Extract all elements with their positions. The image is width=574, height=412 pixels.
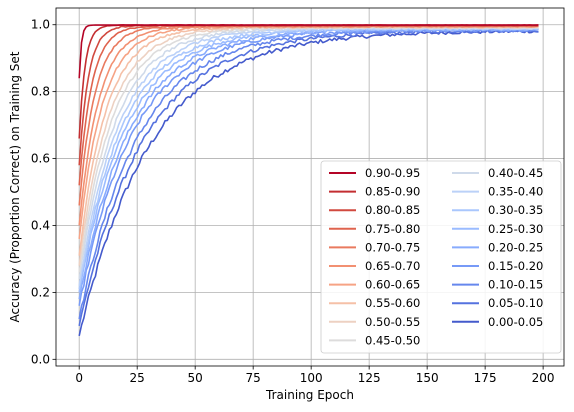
legend-label: 0.45-0.50	[365, 333, 420, 347]
series-line-0.80-0.85	[78, 24, 539, 166]
x-tick-label: 200	[532, 371, 555, 385]
x-tick-label: 0	[75, 371, 83, 385]
legend-label: 0.75-0.80	[365, 222, 420, 236]
legend-box	[320, 160, 562, 354]
y-tick-label: 1.0	[31, 18, 50, 32]
x-tick-label: 50	[188, 371, 203, 385]
y-tick-label: 0.8	[31, 85, 50, 99]
x-tick-label: 100	[300, 371, 323, 385]
y-tick-label: 0.0	[31, 352, 50, 366]
x-axis-ticks: 0 25 50 75 100 125 150 175 200	[75, 366, 555, 385]
x-tick-label: 75	[246, 371, 261, 385]
legend-label: 0.60-0.65	[365, 278, 420, 292]
legend-label: 0.15-0.20	[488, 259, 543, 273]
y-tick-label: 0.4	[31, 218, 50, 232]
x-tick-label: 150	[416, 371, 439, 385]
legend-label: 0.00-0.05	[488, 315, 543, 329]
legend-label: 0.70-0.75	[365, 240, 420, 254]
legend-label: 0.20-0.25	[488, 240, 543, 254]
x-tick-label: 125	[358, 371, 381, 385]
y-tick-label: 0.2	[31, 285, 50, 299]
y-axis-ticks: 0.0 0.2 0.4 0.6 0.8 1.0	[31, 18, 56, 366]
legend-label: 0.10-0.15	[488, 278, 543, 292]
x-tick-label: 25	[130, 371, 145, 385]
series-lines	[78, 24, 539, 337]
x-tick-label: 175	[474, 371, 497, 385]
legend-label: 0.25-0.30	[488, 222, 543, 236]
y-tick-label: 0.6	[31, 152, 50, 166]
plot-frame	[55, 7, 565, 367]
legend-label: 0.40-0.45	[488, 166, 543, 180]
y-axis-label: Accuracy (Proportion Correct) on Trainin…	[8, 51, 22, 322]
legend-label: 0.05-0.10	[488, 296, 543, 310]
legend-label: 0.85-0.90	[365, 185, 420, 199]
legend-label: 0.30-0.35	[488, 203, 543, 217]
legend-label: 0.50-0.55	[365, 315, 420, 329]
legend-label: 0.35-0.40	[488, 185, 543, 199]
legend: 0.90-0.95 0.85-0.90 0.80-0.85 0.75-0.80 0.70…	[320, 160, 562, 354]
legend-label: 0.65-0.70	[365, 259, 420, 273]
series-line-0.90-0.95	[78, 24, 539, 79]
legend-label: 0.80-0.85	[365, 203, 420, 217]
x-axis-label: Training Epoch	[265, 388, 354, 402]
legend-label: 0.90-0.95	[365, 166, 420, 180]
legend-label: 0.55-0.60	[365, 296, 420, 310]
